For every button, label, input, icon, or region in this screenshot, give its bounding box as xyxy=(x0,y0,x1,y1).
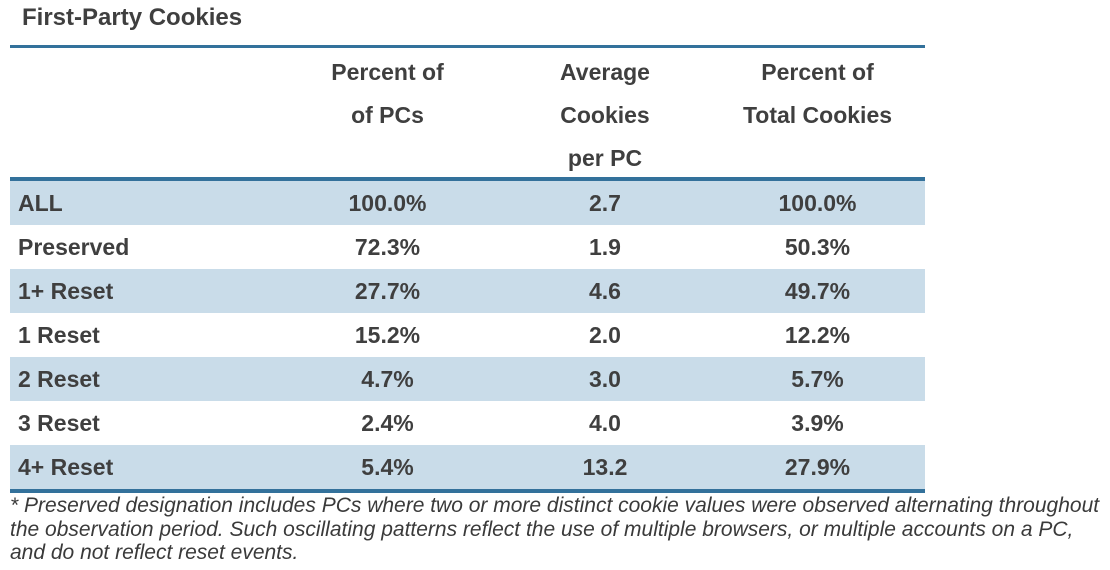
footnote-line: * Preserved designation includes PCs whe… xyxy=(10,494,1100,517)
table-row-all: ALL 100.0% 2.7 100.0% xyxy=(10,181,925,225)
header-line: of PCs xyxy=(351,102,424,128)
first-party-cookies-table: Percent of of PCs Average Cookies per PC… xyxy=(10,45,925,493)
cell-percent-of-pcs: 5.4% xyxy=(361,453,414,480)
cell-percent-of-total: 27.9% xyxy=(784,453,851,480)
row-label: 2 Reset xyxy=(18,365,100,392)
cell-percent-of-total: 3.9% xyxy=(791,409,844,436)
header-line: Percent of xyxy=(761,59,874,85)
header-line: Cookies xyxy=(560,102,650,128)
table-title: First-Party Cookies xyxy=(22,4,243,31)
table-bottom-rule xyxy=(10,489,925,493)
row-label: ALL xyxy=(18,189,63,216)
table-row-1plus-reset: 1+ Reset 27.7% 4.6 49.7% xyxy=(10,269,925,313)
row-label: 1+ Reset xyxy=(18,277,114,304)
header-line: Average xyxy=(560,59,650,85)
footnote-line: and do not reflect reset events. xyxy=(10,541,299,564)
table-row-4plus-reset: 4+ Reset 5.4% 13.2 27.9% xyxy=(10,445,925,489)
header-average-cookies-per-pc: Average Cookies per PC xyxy=(500,51,710,180)
cell-average-cookies: 4.6 xyxy=(589,277,621,304)
table-footnote: * Preserved designation includes PCs whe… xyxy=(10,494,1108,565)
cell-percent-of-total: 50.3% xyxy=(784,233,851,260)
cell-percent-of-total: 49.7% xyxy=(784,277,851,304)
cell-average-cookies: 1.9 xyxy=(589,233,621,260)
header-row-label-spacer xyxy=(10,51,275,180)
cell-percent-of-total: 100.0% xyxy=(778,189,857,216)
header-line: Percent of xyxy=(331,59,444,85)
cell-percent-of-pcs: 2.4% xyxy=(361,409,414,436)
row-label: Preserved xyxy=(18,233,130,260)
cell-percent-of-pcs: 72.3% xyxy=(354,233,421,260)
cell-average-cookies: 3.0 xyxy=(589,365,621,392)
row-label: 3 Reset xyxy=(18,409,100,436)
header-percent-of-total-cookies: Percent of Total Cookies xyxy=(710,51,925,180)
cell-average-cookies: 2.0 xyxy=(589,321,621,348)
header-line: per PC xyxy=(567,145,643,171)
table-header-row: Percent of of PCs Average Cookies per PC… xyxy=(10,48,925,177)
table-row-3-reset: 3 Reset 2.4% 4.0 3.9% xyxy=(10,401,925,445)
row-label: 1 Reset xyxy=(18,321,100,348)
cell-average-cookies: 13.2 xyxy=(582,453,628,480)
table-top-rule xyxy=(10,177,925,181)
footnote-line: the observation period. Such oscillating… xyxy=(10,517,1074,541)
cell-percent-of-pcs: 100.0% xyxy=(348,189,427,216)
row-label: 4+ Reset xyxy=(18,453,114,480)
header-percent-of-pcs: Percent of of PCs xyxy=(275,51,500,180)
cell-percent-of-pcs: 15.2% xyxy=(354,321,421,348)
cell-percent-of-pcs: 27.7% xyxy=(354,277,421,304)
cell-percent-of-total: 12.2% xyxy=(784,321,851,348)
cell-percent-of-total: 5.7% xyxy=(791,365,844,392)
cell-percent-of-pcs: 4.7% xyxy=(361,365,414,392)
table-row-preserved: Preserved 72.3% 1.9 50.3% xyxy=(10,225,925,269)
cell-average-cookies: 4.0 xyxy=(589,409,621,436)
table-row-1-reset: 1 Reset 15.2% 2.0 12.2% xyxy=(10,313,925,357)
cell-average-cookies: 2.7 xyxy=(589,189,621,216)
title-rule xyxy=(10,45,925,48)
table-row-2-reset: 2 Reset 4.7% 3.0 5.7% xyxy=(10,357,925,401)
header-line: Total Cookies xyxy=(742,102,893,128)
